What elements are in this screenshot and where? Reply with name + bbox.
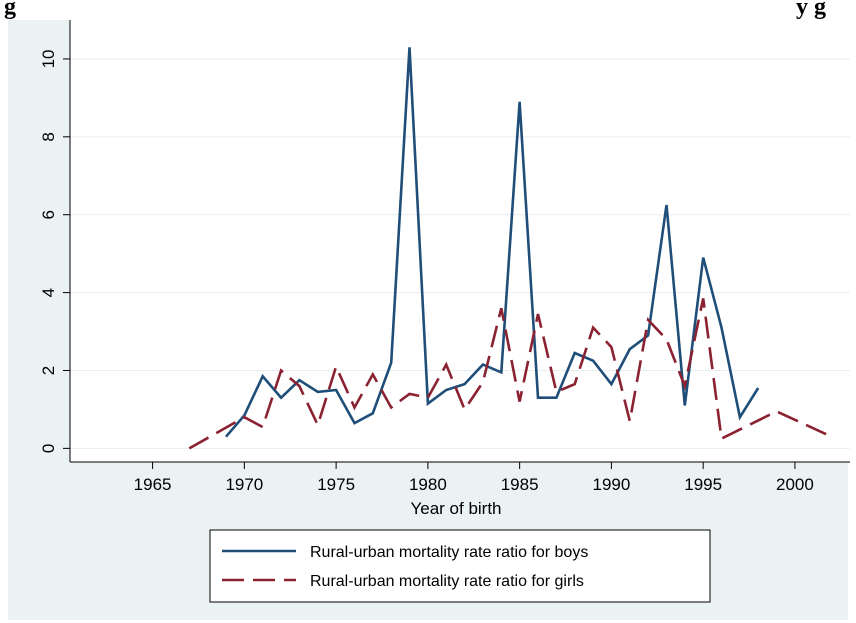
legend-box xyxy=(209,529,711,603)
x-tick-label: 1990 xyxy=(592,475,630,494)
x-tick-label: 1985 xyxy=(501,475,539,494)
series-layer xyxy=(188,47,833,450)
y-tick-label: 0 xyxy=(39,444,58,453)
header-fragment-right: y g xyxy=(796,0,826,20)
series-line-boys xyxy=(225,47,760,438)
legend: Rural-urban mortality rate ratio for boy… xyxy=(209,529,711,603)
x-tick-label: 1970 xyxy=(225,475,263,494)
gridlines xyxy=(70,58,850,449)
x-tick-label: 1975 xyxy=(317,475,355,494)
x-axis: 1965 1970 1975 1980 1985 1990 1995 2000 xyxy=(70,461,850,494)
y-tick-label: 10 xyxy=(39,49,58,68)
legend-label-girls: Rural-urban mortality rate ratio for gir… xyxy=(310,573,584,590)
series-line-girls xyxy=(188,298,833,450)
x-tick-label: 2000 xyxy=(776,475,814,494)
x-tick-label: 1980 xyxy=(409,475,447,494)
header-fragment-left: g xyxy=(4,0,16,20)
y-tick-label: 4 xyxy=(39,288,58,297)
y-axis: 0 2 4 6 8 10 xyxy=(39,20,71,462)
x-tick-label: 1965 xyxy=(134,475,172,494)
legend-label-boys: Rural-urban mortality rate ratio for boy… xyxy=(310,544,588,561)
y-tick-label: 6 xyxy=(39,210,58,219)
x-axis-title: Year of birth xyxy=(410,499,501,518)
x-tick-label: 1995 xyxy=(684,475,722,494)
y-tick-label: 2 xyxy=(39,366,58,375)
plot-area xyxy=(70,20,850,462)
y-tick-label: 8 xyxy=(39,132,58,141)
